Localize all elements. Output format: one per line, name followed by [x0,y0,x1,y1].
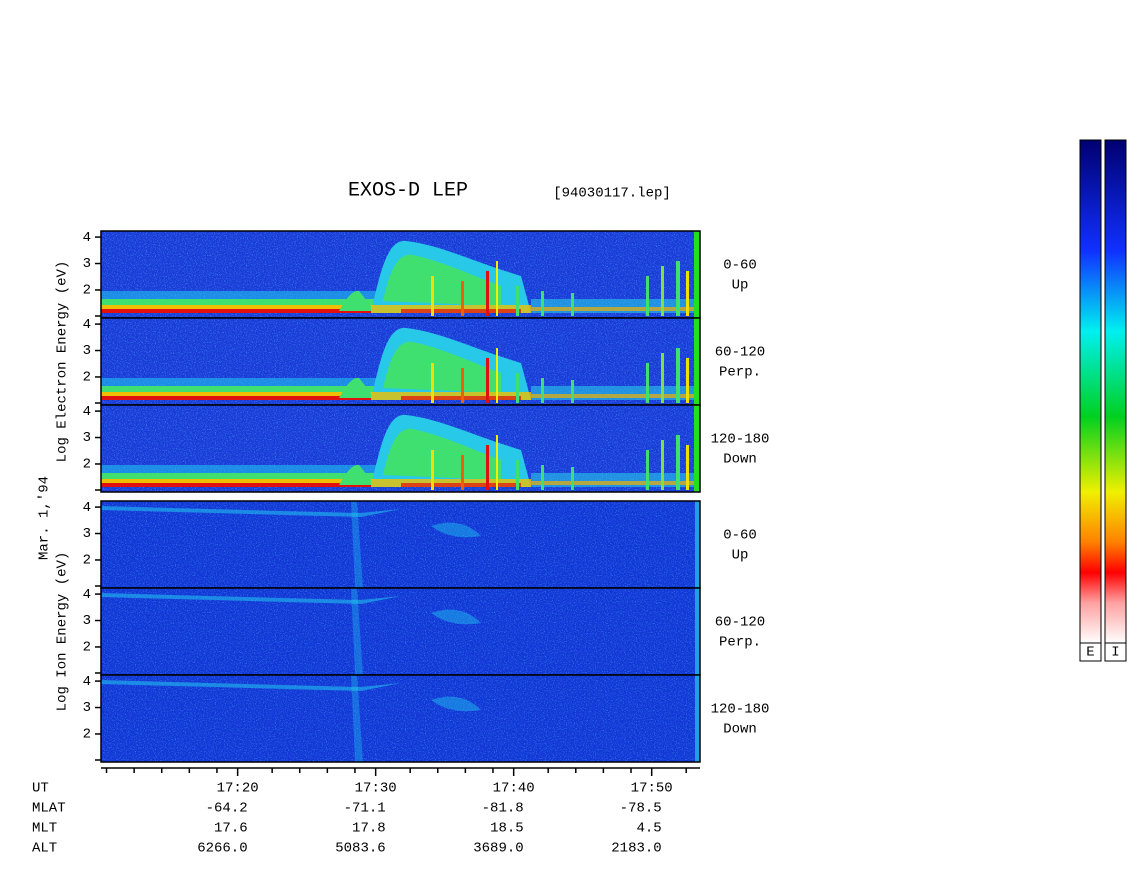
y-tick-label: 4 [83,317,91,333]
ephemeris-value: 17.8 [352,821,386,837]
panel-label: 60-120 [715,345,765,361]
y-axis-title: Log Ion Energy (eV) [55,552,71,712]
y-tick-label: 3 [83,613,91,629]
y-tick-label: 2 [83,370,91,386]
y-tick-label: 4 [83,230,91,246]
ephemeris-label: MLT [32,821,57,837]
ephemeris-label: MLAT [32,801,66,817]
y-tick-label: 4 [83,587,91,603]
y-axis-title: Log Electron Energy (eV) [55,261,71,463]
electron-spectrogram [101,231,700,318]
y-tick-label: 3 [83,256,91,272]
x-tick-label: 17:20 [217,781,259,797]
panel-label: 120-180 [711,702,770,718]
color-bar-label-box [1104,642,1127,662]
y-tick-label: 2 [83,553,91,569]
x-tick-label: 17:50 [631,781,673,797]
color-bar-label: I [1111,645,1119,661]
ephemeris-value: -64.2 [206,801,248,817]
panel-label: 0-60 [723,258,757,274]
panel-label: 60-120 [715,615,765,631]
color-bar [1104,139,1127,644]
chart-title: EXOS-D LEP [348,179,468,202]
ephemeris-value: -81.8 [482,801,524,817]
y-tick-label: 4 [83,500,91,516]
ephemeris-value: -78.5 [620,801,662,817]
ephemeris-value: 4.5 [636,821,661,837]
y-tick-label: 2 [83,457,91,473]
panel-frame [100,404,701,493]
panel-label: Perp. [719,365,761,381]
ephemeris-value: 2183.0 [611,841,661,857]
color-bar-label: E [1086,645,1094,661]
ephemeris-label: ALT [32,841,57,857]
y-tick-label: 2 [83,640,91,656]
color-bar [1079,139,1102,644]
ephemeris-value: -71.1 [344,801,386,817]
panel-label: Up [732,278,749,294]
y-tick-label: 2 [83,727,91,743]
y-tick-label: 3 [83,526,91,542]
ephemeris-value: 17.6 [214,821,248,837]
y-tick-label: 2 [83,283,91,299]
y-tick-label: 3 [83,343,91,359]
panel-label: Perp. [719,635,761,651]
x-tick-label: 17:30 [355,781,397,797]
ion-spectrogram [101,501,700,588]
ephemeris-value: 6266.0 [197,841,247,857]
ephemeris-value: 18.5 [490,821,524,837]
panel-label: 120-180 [711,432,770,448]
ut-label: UT [32,781,49,797]
electron-spectrogram [101,405,700,492]
color-bar-label-box [1079,642,1102,662]
ion-spectrogram [101,588,700,675]
panel-label: Down [723,452,757,468]
x-tick-label: 17:40 [493,781,535,797]
ephemeris-value: 5083.6 [335,841,385,857]
panel-label: 0-60 [723,528,757,544]
y-tick-label: 3 [83,430,91,446]
ion-spectrogram [101,675,700,762]
panel-frame [100,674,701,763]
panel-label: Up [732,548,749,564]
y-tick-label: 4 [83,674,91,690]
date-label: Mar. 1,'94 [37,476,53,560]
panel-label: Down [723,722,757,738]
file-label: [94030117.lep] [553,186,671,202]
electron-spectrogram [101,318,700,405]
y-tick-label: 4 [83,404,91,420]
y-tick-label: 3 [83,700,91,716]
ephemeris-value: 3689.0 [473,841,523,857]
